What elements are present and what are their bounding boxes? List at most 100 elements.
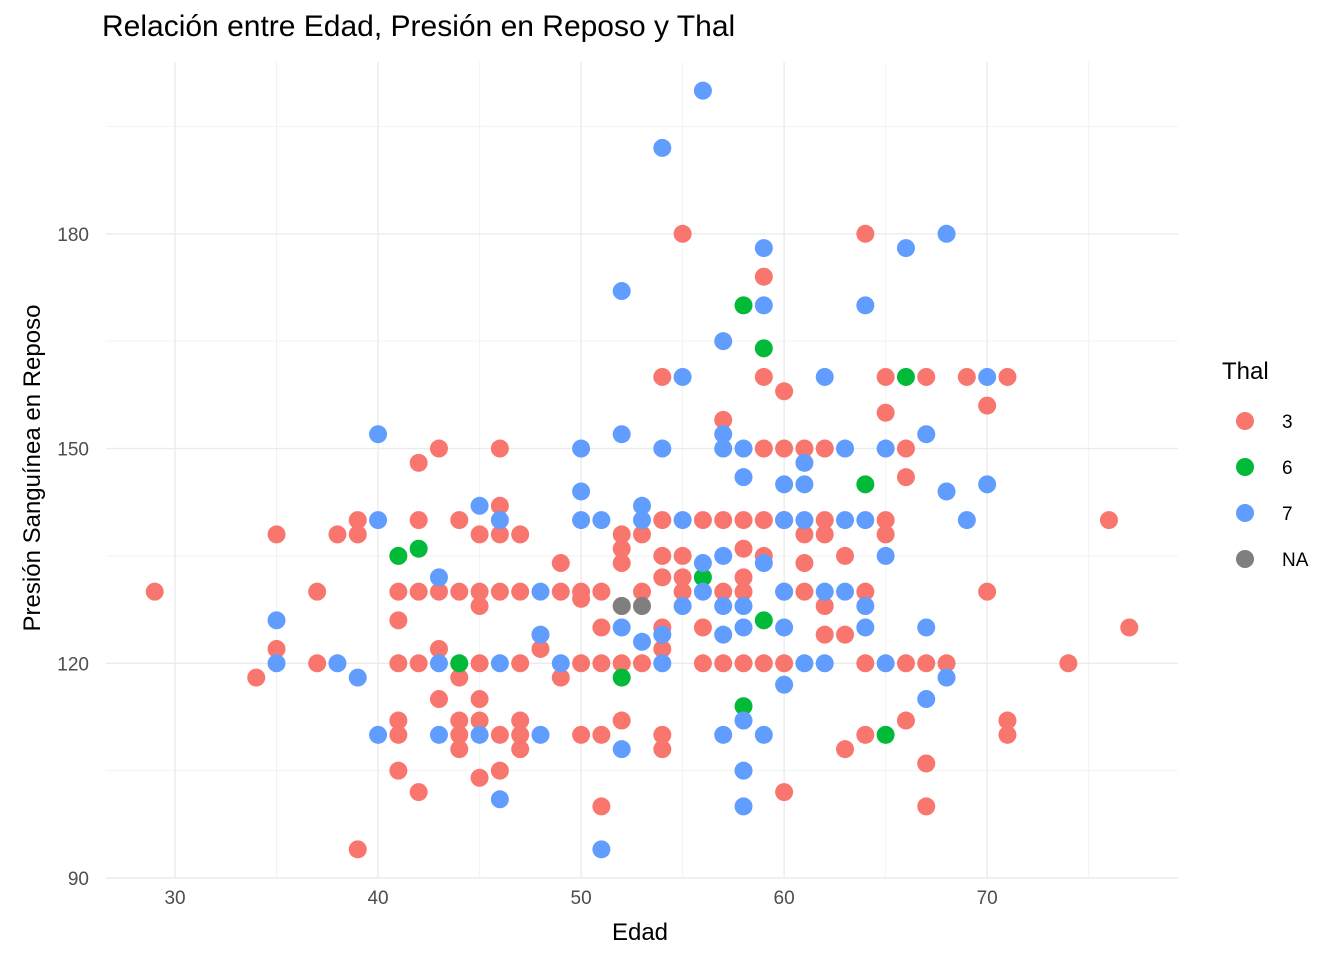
data-point: [856, 582, 875, 601]
data-point: [896, 711, 915, 730]
data-point: [734, 797, 753, 816]
data-point: [633, 582, 651, 601]
data-point: [876, 367, 895, 386]
data-point: [572, 439, 591, 458]
data-point: [693, 568, 712, 587]
data-point: [328, 654, 347, 673]
data-points: [145, 81, 1139, 859]
data-point: [896, 468, 915, 487]
data-point: [653, 740, 672, 759]
data-point: [470, 725, 489, 744]
data-point: [896, 439, 915, 458]
data-point: [612, 668, 631, 687]
data-point: [612, 740, 631, 759]
data-point: [856, 511, 875, 530]
data-point: [754, 511, 773, 530]
data-point: [693, 554, 712, 573]
data-point: [754, 725, 773, 744]
x-tick-label: 40: [367, 888, 388, 909]
data-point: [876, 725, 895, 744]
data-point: [511, 711, 530, 730]
data-point: [409, 453, 428, 472]
data-point: [470, 496, 489, 515]
data-point: [612, 618, 631, 637]
data-point: [389, 711, 408, 730]
data-point: [896, 367, 915, 386]
data-point: [470, 690, 489, 709]
data-point: [612, 711, 631, 730]
data-point: [815, 367, 834, 386]
data-point: [653, 511, 672, 530]
data-point: [572, 589, 591, 608]
data-point: [734, 296, 753, 315]
data-point: [734, 439, 753, 458]
data-point: [876, 403, 895, 422]
y-tick-label: 180: [57, 225, 89, 246]
data-point: [693, 81, 712, 100]
data-point: [450, 582, 469, 601]
data-point: [795, 554, 814, 573]
data-point: [937, 482, 956, 501]
data-point: [815, 582, 834, 601]
data-point: [876, 439, 895, 458]
data-point: [653, 367, 672, 386]
legend: Thal 3 6 7 NA: [1222, 358, 1309, 571]
data-point: [429, 639, 448, 658]
data-point: [348, 511, 367, 530]
y-tick-label: 120: [57, 654, 89, 675]
data-point: [633, 632, 651, 651]
data-point: [795, 475, 814, 494]
data-point: [145, 582, 164, 601]
data-point: [267, 654, 286, 673]
data-point: [673, 511, 692, 530]
data-point: [531, 625, 550, 644]
data-point: [856, 597, 875, 615]
legend-key: [1236, 504, 1254, 522]
data-point: [775, 439, 794, 458]
data-point: [389, 654, 408, 673]
data-point: [389, 725, 408, 744]
data-point: [511, 525, 530, 544]
data-point: [775, 783, 794, 802]
data-point: [551, 668, 570, 687]
data-point: [714, 439, 733, 458]
data-point: [633, 496, 651, 515]
data-point: [531, 725, 550, 744]
y-tick-label: 90: [68, 869, 89, 890]
data-point: [815, 511, 834, 530]
data-point: [490, 761, 509, 780]
data-point: [450, 711, 469, 730]
data-point: [734, 568, 753, 587]
data-point: [369, 511, 388, 530]
data-point: [429, 439, 448, 458]
data-point: [633, 511, 651, 530]
data-point: [978, 367, 997, 386]
data-point: [978, 582, 997, 601]
data-point: [470, 597, 489, 615]
data-point: [836, 511, 855, 530]
data-point: [917, 618, 936, 637]
data-point: [551, 654, 570, 673]
minor-grid: [106, 62, 1178, 878]
x-tick-label: 60: [774, 888, 795, 909]
data-point: [470, 654, 489, 673]
data-point: [876, 654, 895, 673]
data-point: [612, 554, 631, 573]
data-point: [673, 582, 692, 601]
data-point: [815, 525, 834, 544]
data-point: [369, 425, 388, 444]
data-point: [957, 367, 976, 386]
data-point: [795, 525, 814, 544]
data-point: [998, 711, 1017, 730]
data-point: [592, 797, 611, 816]
data-point: [490, 725, 509, 744]
data-point: [836, 546, 855, 565]
data-point: [308, 654, 327, 673]
data-point: [896, 654, 915, 673]
y-tick-label: 150: [57, 440, 89, 461]
data-point: [714, 410, 733, 429]
data-point: [754, 296, 773, 315]
data-point: [470, 711, 489, 730]
data-point: [734, 618, 753, 637]
